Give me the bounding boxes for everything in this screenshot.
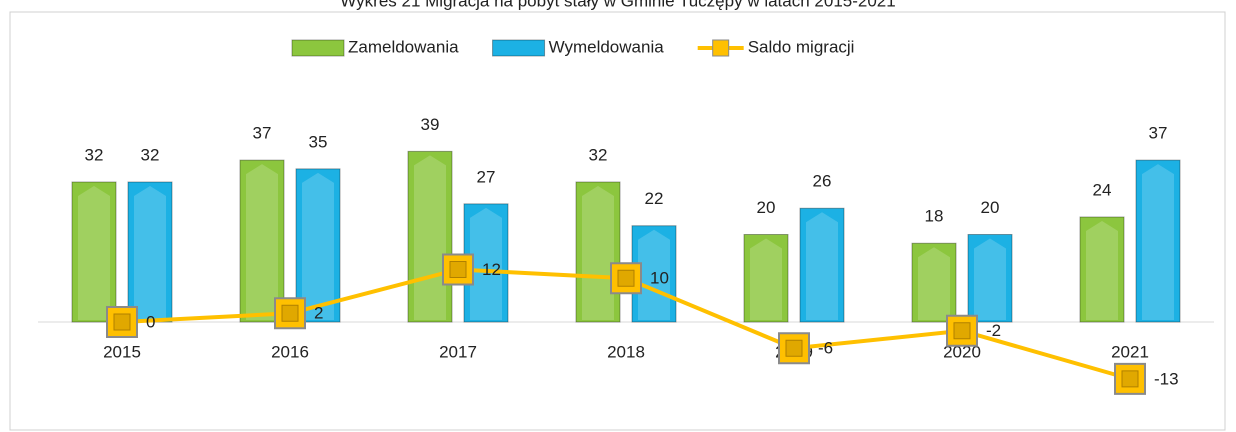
bar xyxy=(407,150,453,323)
bar-bevel xyxy=(78,186,110,320)
data-label: -13 xyxy=(1154,369,1179,388)
bar-bevel xyxy=(806,212,838,320)
legend-swatch xyxy=(291,39,345,57)
chart-title: Wykres 21 Migracja na pobyt stały w Gmin… xyxy=(340,0,895,10)
marker-inner xyxy=(785,339,803,357)
bar-bevel xyxy=(582,186,614,320)
bar xyxy=(967,234,1013,323)
bar-bevel xyxy=(246,164,278,320)
data-label: 2 xyxy=(314,304,323,323)
bar xyxy=(743,234,789,323)
bar xyxy=(71,181,117,323)
bar xyxy=(575,181,621,323)
data-label: 20 xyxy=(981,198,1000,217)
legend-swatch xyxy=(492,39,546,57)
x-tick-label: 2018 xyxy=(607,342,645,361)
bar-bevel xyxy=(470,207,502,320)
legend-marker xyxy=(712,39,730,57)
bar-bevel xyxy=(134,186,166,320)
bar xyxy=(911,242,957,323)
x-tick-label: 2015 xyxy=(103,342,141,361)
bar xyxy=(1135,159,1181,323)
data-label: 37 xyxy=(253,124,272,143)
legend-label: Saldo migracji xyxy=(748,37,855,56)
data-label: 12 xyxy=(482,260,501,279)
legend-label: Zameldowania xyxy=(348,37,459,56)
data-label: 0 xyxy=(146,312,155,331)
x-tick-label: 2017 xyxy=(439,342,477,361)
data-label: 37 xyxy=(1149,124,1168,143)
marker-inner xyxy=(1121,370,1139,388)
data-label: 20 xyxy=(757,198,776,217)
bar-bevel xyxy=(918,247,950,320)
bar-bevel xyxy=(302,172,334,320)
data-label: 24 xyxy=(1093,180,1112,199)
data-label: -2 xyxy=(986,321,1001,340)
data-label: 26 xyxy=(813,172,832,191)
data-label: 22 xyxy=(645,189,664,208)
x-tick-label: 2016 xyxy=(271,342,309,361)
data-label: 32 xyxy=(589,145,608,164)
marker-inner xyxy=(281,304,299,322)
bar xyxy=(1079,216,1125,323)
data-label: 27 xyxy=(477,167,496,186)
x-tick-label: 2021 xyxy=(1111,342,1149,361)
data-label: 10 xyxy=(650,269,669,288)
bar-bevel xyxy=(750,238,782,320)
bar xyxy=(295,168,341,323)
data-label: 18 xyxy=(925,207,944,226)
bar-bevel xyxy=(1142,164,1174,320)
marker-inner xyxy=(113,313,131,331)
marker-inner xyxy=(953,322,971,340)
data-label: 39 xyxy=(421,115,440,134)
bar-bevel xyxy=(974,238,1006,320)
bar-bevel xyxy=(1086,221,1118,320)
data-label: 35 xyxy=(309,132,328,151)
data-label: -6 xyxy=(818,339,833,358)
bar xyxy=(239,159,285,323)
data-label: 32 xyxy=(141,145,160,164)
marker-inner xyxy=(617,269,635,287)
bar-bevel xyxy=(414,155,446,320)
bar-bevel xyxy=(638,229,670,320)
x-tick-label: 2020 xyxy=(943,342,981,361)
data-label: 32 xyxy=(85,145,104,164)
marker-inner xyxy=(449,261,467,278)
bar xyxy=(799,207,845,323)
bar xyxy=(127,181,173,323)
line-marker xyxy=(778,332,810,365)
legend-label: Wymeldowania xyxy=(549,37,665,56)
